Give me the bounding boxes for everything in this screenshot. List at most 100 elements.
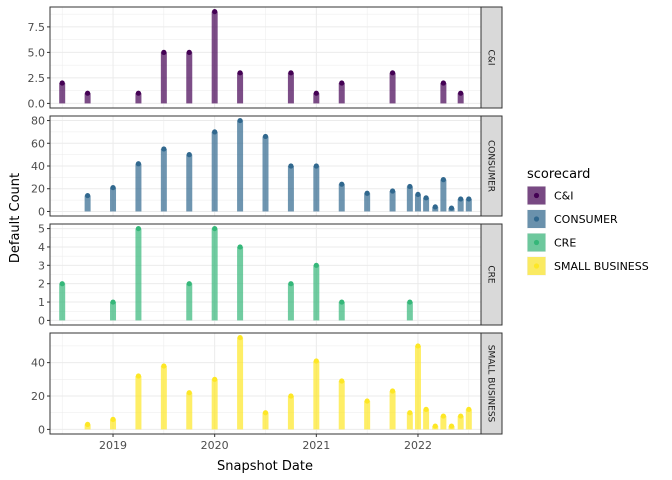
x-tick-label: 2019 — [99, 439, 127, 452]
y-tick-label: 0 — [38, 314, 45, 327]
data-point — [423, 406, 429, 412]
data-point — [135, 161, 142, 167]
data-point — [313, 163, 319, 169]
data-point — [313, 262, 319, 268]
y-tick-label: 20 — [31, 183, 45, 196]
bar — [211, 131, 218, 212]
bar — [110, 419, 117, 430]
bar — [160, 365, 167, 430]
bar — [406, 302, 413, 321]
bar — [423, 409, 430, 430]
bar — [135, 375, 142, 430]
bar — [287, 283, 294, 321]
data-point — [110, 184, 116, 191]
data-point — [288, 393, 294, 399]
data-point — [415, 191, 421, 198]
bar — [423, 197, 430, 212]
legend-key-c-i: C&I — [527, 186, 574, 205]
data-point — [212, 225, 218, 232]
data-point — [110, 299, 116, 305]
y-tick-label: 80 — [31, 115, 45, 128]
data-point — [415, 343, 421, 349]
data-point — [288, 281, 294, 287]
data-point — [432, 204, 438, 210]
data-point — [59, 281, 65, 287]
data-point — [448, 423, 455, 429]
data-point — [85, 421, 91, 428]
x-axis: 2019 2020 2021 2022 — [99, 434, 432, 452]
bar — [313, 93, 320, 104]
legend-key-consumer: CONSUMER — [527, 209, 618, 229]
y-tick-label: 40 — [31, 357, 45, 370]
data-point — [212, 376, 218, 382]
legend-title: scorecard — [527, 167, 590, 182]
data-point — [339, 181, 345, 187]
bar — [414, 194, 421, 212]
y-tick-label: 0.0 — [28, 97, 46, 110]
y-tick-label: 2 — [38, 278, 45, 291]
data-point — [466, 406, 472, 412]
y-tick-label: 7.5 — [28, 21, 46, 34]
bar — [287, 72, 294, 104]
bar — [406, 186, 413, 212]
bar — [287, 396, 294, 430]
data-point — [161, 363, 167, 369]
bar — [313, 360, 320, 430]
bar — [186, 52, 193, 104]
data-point — [212, 8, 218, 15]
data-point — [237, 117, 243, 124]
bar — [389, 391, 396, 430]
legend-point — [533, 263, 540, 269]
bar — [160, 148, 167, 212]
data-point — [186, 49, 192, 55]
bar — [338, 380, 345, 430]
strip-label: C&I — [486, 50, 496, 66]
bar — [262, 136, 269, 212]
legend-point — [533, 216, 540, 222]
y-tick-label: 20 — [31, 390, 45, 403]
bar — [414, 345, 421, 430]
bar — [457, 93, 464, 104]
data-point — [339, 378, 345, 384]
bar — [110, 302, 117, 321]
x-axis-title: Snapshot Date — [217, 459, 313, 474]
data-point — [313, 358, 319, 364]
bar — [186, 283, 193, 321]
panels-layer: 0.0 2.5 5.0 7.5 C&I 0 20 40 60 80 CONSUMER 0 1 2 3 4 5 CR… — [28, 6, 503, 436]
bar — [186, 154, 193, 212]
data-point — [440, 413, 446, 419]
legend-label: SMALL BUSINESS — [554, 260, 649, 273]
data-point — [448, 205, 455, 211]
bar — [237, 246, 244, 321]
data-point — [135, 225, 142, 232]
bar — [364, 401, 371, 430]
data-point — [339, 299, 345, 305]
legend-point — [533, 239, 540, 246]
x-tick-label: 2020 — [201, 439, 229, 452]
data-point — [186, 152, 192, 158]
legend-label: CONSUMER — [554, 213, 618, 226]
bar — [160, 52, 167, 104]
legend: scorecard C&I CONSUMER CRE SMALL BUSINESS — [527, 167, 649, 276]
legend-key-cre: CRE — [527, 233, 576, 252]
bar — [465, 198, 472, 212]
x-tick-label: 2021 — [302, 439, 330, 452]
data-point — [458, 90, 464, 96]
bar — [313, 265, 320, 321]
bar — [237, 72, 244, 104]
data-point — [389, 388, 396, 394]
y-tick-label: 1 — [38, 296, 45, 309]
data-point — [237, 334, 243, 341]
bar — [465, 409, 472, 430]
bar — [313, 166, 320, 212]
data-point — [288, 163, 294, 169]
bar — [110, 187, 117, 212]
data-point — [212, 129, 218, 135]
data-point — [313, 90, 319, 96]
panel-c-i: 0.0 2.5 5.0 7.5 C&I — [28, 6, 503, 110]
data-point — [440, 177, 446, 183]
strip-label: CONSUMER — [486, 140, 496, 192]
data-point — [85, 90, 91, 96]
data-point — [364, 190, 370, 196]
